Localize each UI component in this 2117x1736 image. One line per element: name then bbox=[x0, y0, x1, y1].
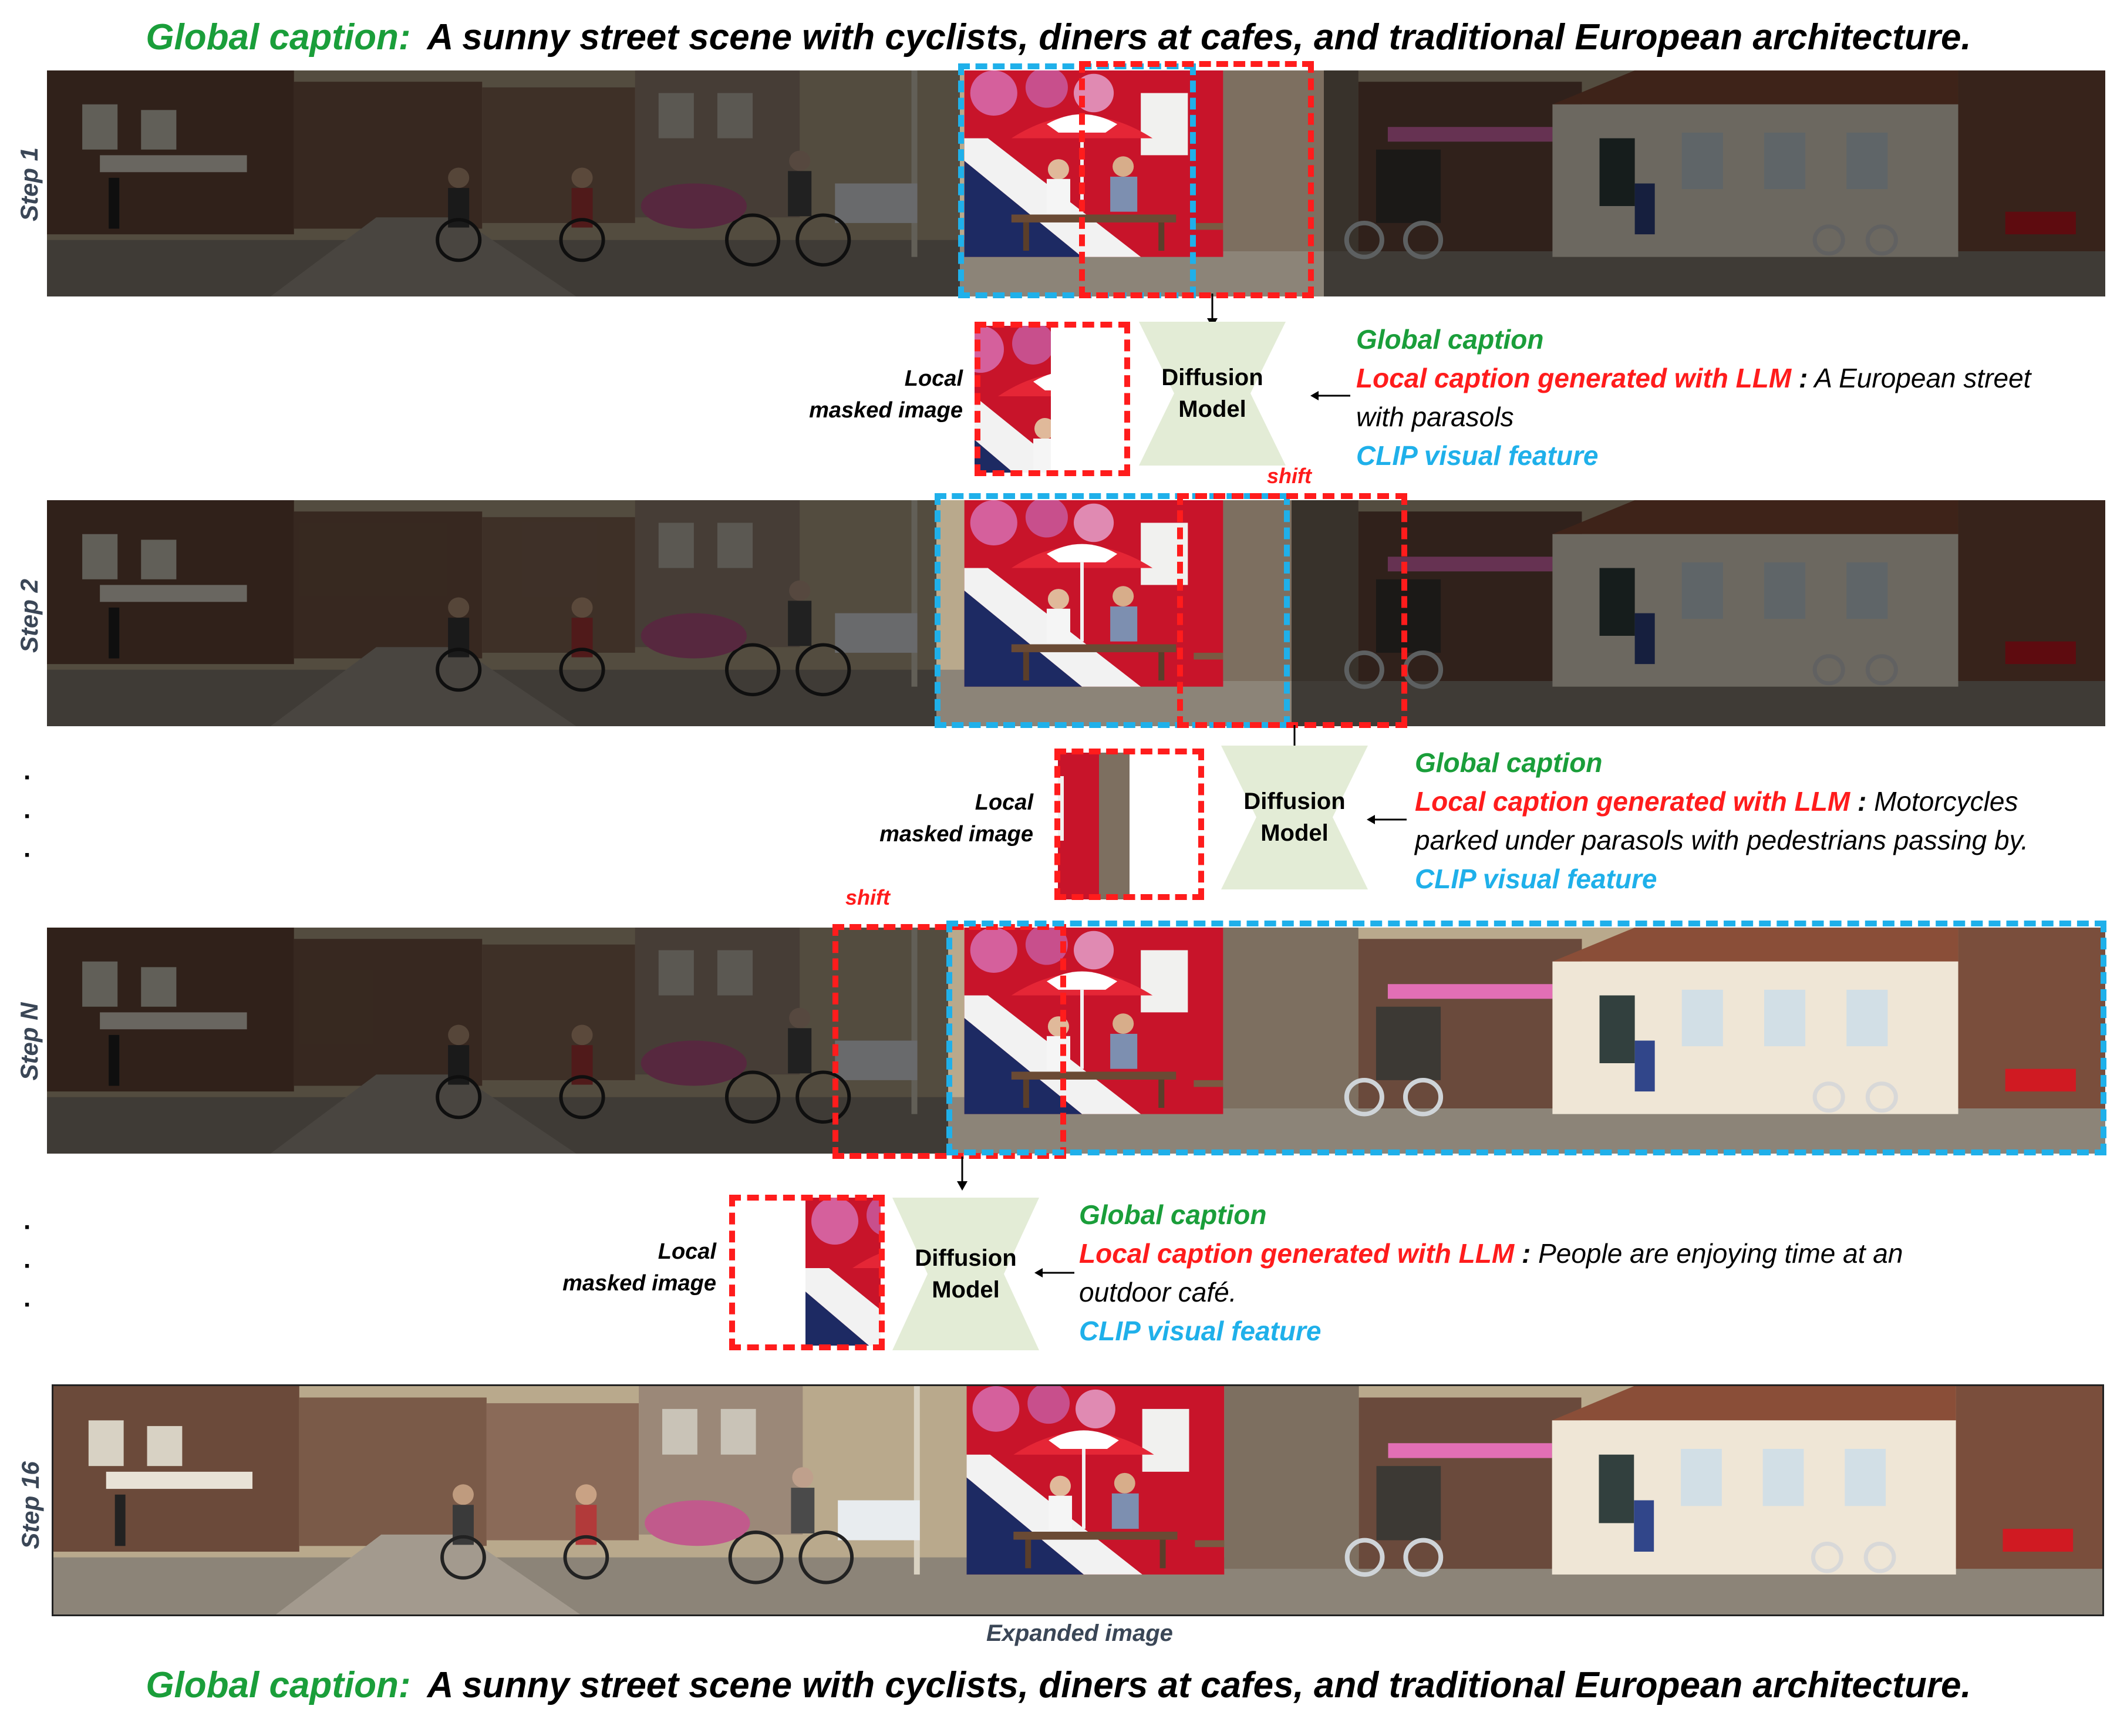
step-16-image bbox=[52, 1384, 2104, 1616]
local-mask-box-3 bbox=[729, 1195, 885, 1350]
arrow-down-icon bbox=[957, 1157, 968, 1191]
local-mask-box-2 bbox=[1054, 749, 1204, 900]
diffusion-model-2: Diffusion Model bbox=[1221, 746, 1368, 889]
top-caption-text: A sunny street scene with cyclists, dine… bbox=[427, 17, 1971, 58]
ellipsis-1: · · · bbox=[23, 763, 32, 869]
local-masked-label-1: Local masked image bbox=[809, 366, 963, 423]
conditions-3: Global caption Local caption generated w… bbox=[1079, 1199, 1903, 1346]
step-1-clip-window bbox=[958, 63, 1196, 298]
top-caption-label: Global caption: bbox=[146, 17, 411, 58]
shift-label-2: shift bbox=[845, 885, 890, 909]
step-16-label: Step 16 bbox=[16, 1461, 44, 1549]
step-2-clip-window bbox=[935, 493, 1290, 728]
local-masked-label-2: Local masked image bbox=[879, 790, 1033, 847]
shift-label-1: shift bbox=[1267, 464, 1312, 488]
local-mask-box-1 bbox=[975, 322, 1130, 476]
step-1-label: Step 1 bbox=[15, 147, 43, 222]
arrow-left-icon bbox=[1367, 815, 1407, 824]
step-2-label: Step 2 bbox=[15, 578, 43, 653]
bottom-caption-text: A sunny street scene with cyclists, dine… bbox=[427, 1665, 1971, 1705]
step-n-clip-window bbox=[946, 921, 2106, 1155]
top-global-caption: Global caption: A sunny street scene with… bbox=[0, 16, 2117, 58]
step-2-local-window bbox=[1177, 493, 1407, 728]
diffusion-model-3: Diffusion Model bbox=[892, 1198, 1039, 1350]
expanded-image-label: Expanded image bbox=[986, 1620, 1173, 1646]
step-1-local-window bbox=[1079, 61, 1314, 298]
arrow-left-icon bbox=[1310, 391, 1350, 400]
conditions-1: Global caption Local caption generated w… bbox=[1356, 324, 2031, 471]
arrow-left-icon bbox=[1034, 1268, 1074, 1277]
ellipsis-2: · · · bbox=[23, 1213, 32, 1319]
diffusion-model-1: Diffusion Model bbox=[1139, 322, 1286, 466]
conditions-2: Global caption Local caption generated w… bbox=[1415, 747, 2028, 894]
bottom-global-caption: Global caption: A sunny street scene with… bbox=[0, 1664, 2117, 1706]
local-masked-label-3: Local masked image bbox=[562, 1239, 716, 1296]
bottom-caption-label: Global caption: bbox=[146, 1665, 411, 1705]
step-n-label: Step N bbox=[15, 1002, 43, 1081]
